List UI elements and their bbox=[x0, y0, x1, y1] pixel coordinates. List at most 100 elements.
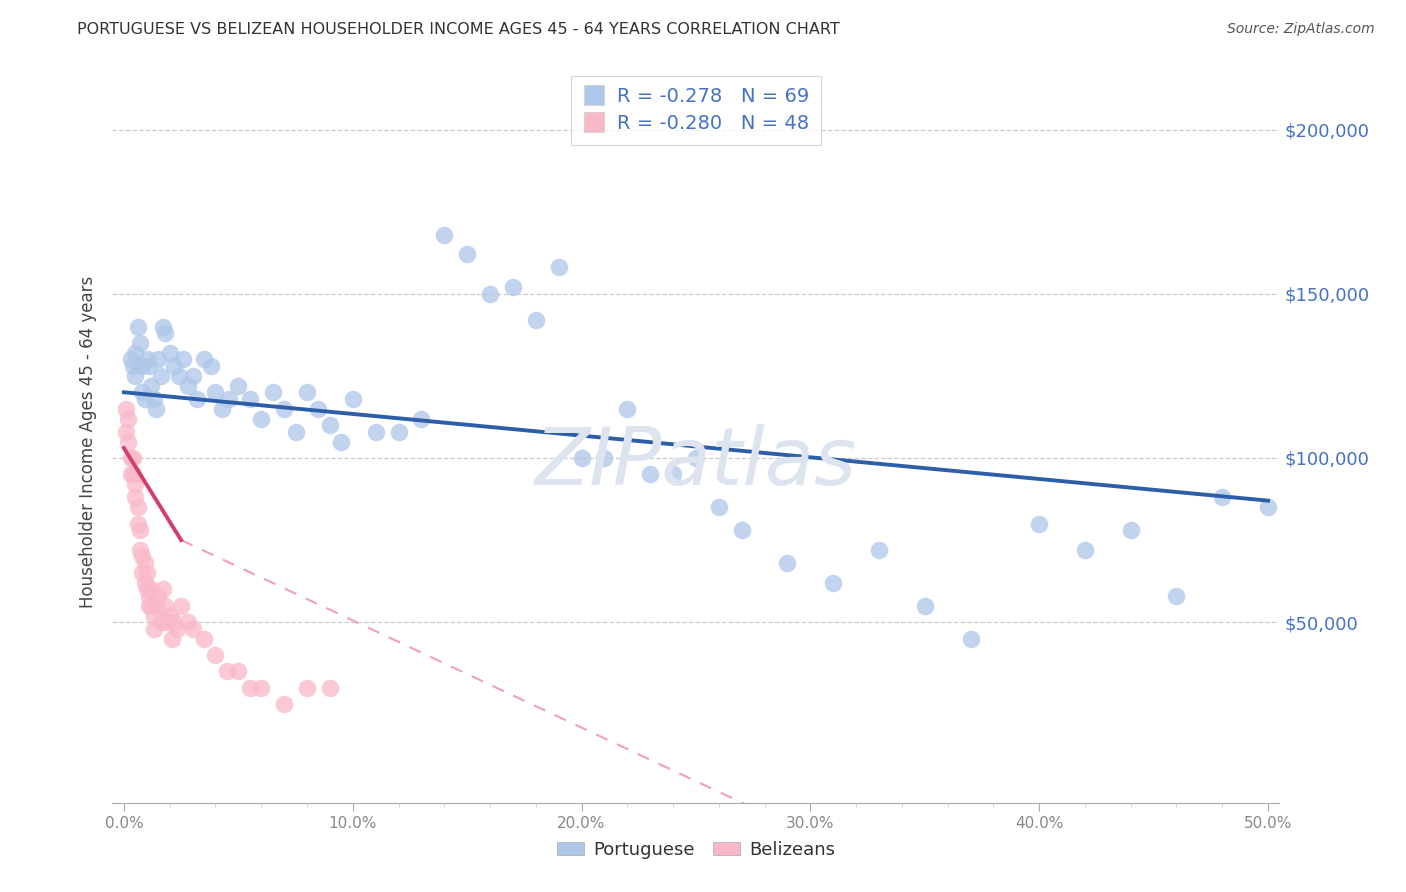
Point bbox=[295, 385, 318, 400]
Point bbox=[142, 622, 165, 636]
Point bbox=[148, 352, 170, 367]
Point bbox=[166, 622, 188, 636]
Point bbox=[127, 516, 149, 531]
Point bbox=[868, 542, 890, 557]
Point bbox=[129, 523, 152, 537]
Point bbox=[250, 411, 273, 425]
Point bbox=[1166, 589, 1188, 603]
Point bbox=[135, 582, 157, 597]
Point bbox=[138, 589, 160, 603]
Point bbox=[387, 425, 409, 439]
Point bbox=[547, 260, 569, 275]
Point bbox=[115, 401, 138, 416]
Point bbox=[204, 648, 226, 662]
Point bbox=[239, 392, 262, 406]
Point bbox=[127, 500, 149, 515]
Point bbox=[204, 385, 226, 400]
Point bbox=[131, 566, 153, 580]
Point bbox=[138, 599, 160, 613]
Point bbox=[662, 467, 685, 482]
Point bbox=[145, 401, 167, 416]
Point bbox=[117, 434, 139, 449]
Point bbox=[181, 622, 204, 636]
Point bbox=[142, 608, 165, 623]
Point bbox=[120, 450, 142, 465]
Point bbox=[167, 368, 190, 383]
Point bbox=[159, 608, 181, 623]
Point bbox=[479, 286, 502, 301]
Point bbox=[122, 450, 145, 465]
Point bbox=[319, 418, 342, 433]
Point bbox=[228, 378, 250, 392]
Point bbox=[228, 665, 250, 679]
Point bbox=[163, 615, 186, 630]
Point bbox=[160, 632, 183, 646]
Point bbox=[571, 450, 593, 465]
Point bbox=[342, 392, 364, 406]
Point bbox=[330, 434, 353, 449]
Point bbox=[433, 227, 456, 242]
Point bbox=[1028, 516, 1050, 531]
Point bbox=[411, 411, 433, 425]
Point bbox=[524, 313, 547, 327]
Point bbox=[707, 500, 730, 515]
Point bbox=[181, 368, 204, 383]
Point bbox=[250, 681, 273, 695]
Point bbox=[616, 401, 638, 416]
Point bbox=[1074, 542, 1097, 557]
Y-axis label: Householder Income Ages 45 - 64 years: Householder Income Ages 45 - 64 years bbox=[79, 276, 97, 607]
Point bbox=[134, 575, 156, 590]
Point bbox=[115, 425, 138, 439]
Point bbox=[156, 615, 179, 630]
Point bbox=[273, 401, 295, 416]
Point bbox=[135, 566, 157, 580]
Point bbox=[149, 368, 172, 383]
Point bbox=[319, 681, 342, 695]
Point bbox=[129, 542, 152, 557]
Point bbox=[122, 359, 145, 373]
Point bbox=[163, 359, 186, 373]
Legend: Portuguese, Belizeans: Portuguese, Belizeans bbox=[550, 834, 842, 866]
Point bbox=[200, 359, 222, 373]
Point bbox=[177, 615, 200, 630]
Point bbox=[159, 346, 181, 360]
Point bbox=[117, 411, 139, 425]
Point bbox=[193, 632, 215, 646]
Point bbox=[145, 599, 167, 613]
Point bbox=[215, 665, 238, 679]
Point bbox=[685, 450, 707, 465]
Point bbox=[138, 359, 160, 373]
Point bbox=[152, 582, 174, 597]
Point bbox=[131, 359, 153, 373]
Point bbox=[135, 352, 157, 367]
Point bbox=[731, 523, 754, 537]
Point bbox=[120, 352, 142, 367]
Point bbox=[959, 632, 981, 646]
Text: PORTUGUESE VS BELIZEAN HOUSEHOLDER INCOME AGES 45 - 64 YEARS CORRELATION CHART: PORTUGUESE VS BELIZEAN HOUSEHOLDER INCOM… bbox=[77, 22, 839, 37]
Point bbox=[262, 385, 284, 400]
Point bbox=[124, 346, 146, 360]
Point bbox=[124, 477, 146, 491]
Point bbox=[149, 615, 172, 630]
Point bbox=[124, 491, 146, 505]
Point bbox=[823, 575, 845, 590]
Point bbox=[638, 467, 661, 482]
Point bbox=[172, 352, 194, 367]
Point bbox=[307, 401, 329, 416]
Point bbox=[456, 247, 478, 261]
Point bbox=[131, 385, 153, 400]
Point bbox=[142, 392, 165, 406]
Point bbox=[120, 467, 142, 482]
Point bbox=[295, 681, 318, 695]
Point bbox=[134, 392, 156, 406]
Point bbox=[211, 401, 233, 416]
Text: Source: ZipAtlas.com: Source: ZipAtlas.com bbox=[1227, 22, 1375, 37]
Point bbox=[177, 378, 200, 392]
Point bbox=[170, 599, 193, 613]
Point bbox=[186, 392, 208, 406]
Point bbox=[153, 599, 176, 613]
Point bbox=[131, 549, 153, 564]
Point bbox=[127, 319, 149, 334]
Point bbox=[129, 336, 152, 351]
Point bbox=[1119, 523, 1142, 537]
